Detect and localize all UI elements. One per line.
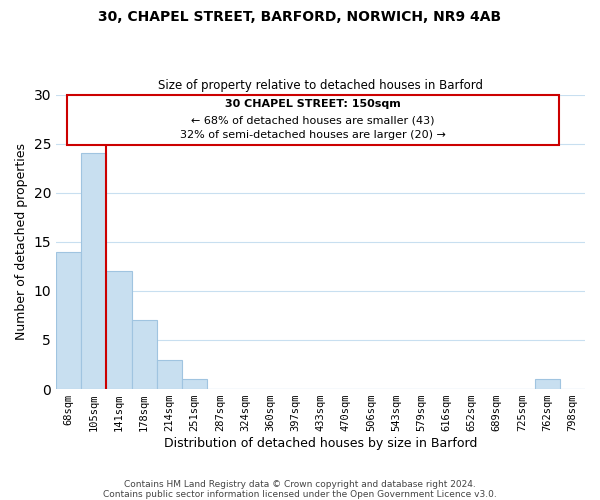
- Y-axis label: Number of detached properties: Number of detached properties: [15, 144, 28, 340]
- X-axis label: Distribution of detached houses by size in Barford: Distribution of detached houses by size …: [164, 437, 477, 450]
- Bar: [157, 360, 182, 389]
- FancyBboxPatch shape: [67, 94, 559, 144]
- Bar: [182, 380, 207, 389]
- Text: 30 CHAPEL STREET: 150sqm: 30 CHAPEL STREET: 150sqm: [225, 99, 400, 109]
- Text: Contains HM Land Registry data © Crown copyright and database right 2024.: Contains HM Land Registry data © Crown c…: [124, 480, 476, 489]
- Text: ← 68% of detached houses are smaller (43): ← 68% of detached houses are smaller (43…: [191, 115, 434, 125]
- Bar: [535, 380, 560, 389]
- Title: Size of property relative to detached houses in Barford: Size of property relative to detached ho…: [158, 79, 483, 92]
- Text: Contains public sector information licensed under the Open Government Licence v3: Contains public sector information licen…: [103, 490, 497, 499]
- Bar: [56, 252, 81, 389]
- Bar: [131, 320, 157, 389]
- Text: 32% of semi-detached houses are larger (20) →: 32% of semi-detached houses are larger (…: [179, 130, 446, 140]
- Bar: [81, 154, 106, 389]
- Bar: [106, 272, 131, 389]
- Text: 30, CHAPEL STREET, BARFORD, NORWICH, NR9 4AB: 30, CHAPEL STREET, BARFORD, NORWICH, NR9…: [98, 10, 502, 24]
